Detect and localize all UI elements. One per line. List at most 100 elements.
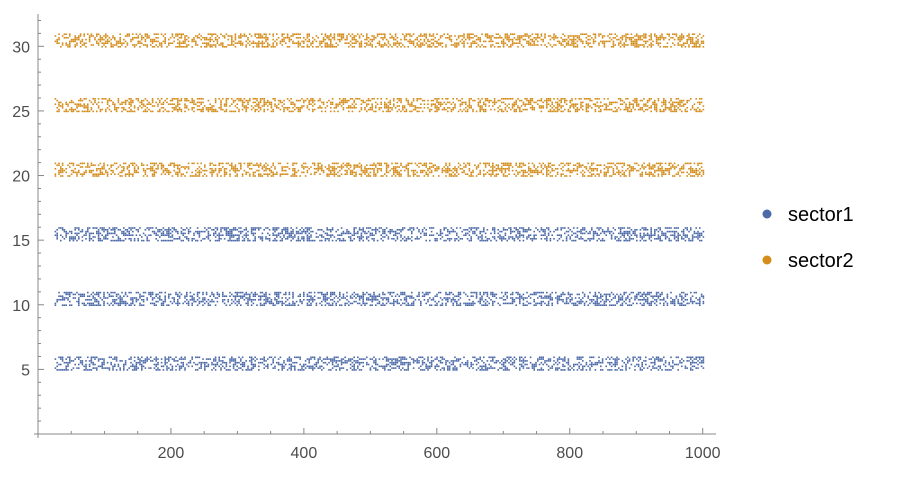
data-point <box>600 164 602 166</box>
data-point <box>529 168 532 170</box>
data-point <box>306 171 309 174</box>
data-point <box>339 239 341 242</box>
data-point <box>684 295 687 297</box>
data-point <box>231 293 233 296</box>
data-point <box>596 302 598 305</box>
data-point <box>515 291 517 294</box>
data-point <box>360 175 363 177</box>
data-point <box>328 297 330 299</box>
data-point <box>540 361 543 364</box>
data-point <box>627 361 629 364</box>
data-point <box>384 236 386 238</box>
data-point <box>394 168 397 170</box>
data-point <box>101 365 103 368</box>
data-point <box>61 295 64 297</box>
data-point <box>515 162 517 165</box>
data-point <box>448 173 451 175</box>
data-point <box>250 356 253 359</box>
data-point <box>454 360 456 362</box>
data-point <box>54 103 57 105</box>
data-point <box>700 360 703 362</box>
data-point <box>547 227 550 229</box>
data-point <box>353 234 355 236</box>
data-point <box>285 238 287 240</box>
data-point <box>286 162 289 165</box>
data-point <box>625 175 627 177</box>
data-point <box>601 358 604 360</box>
data-point <box>303 365 305 368</box>
data-point <box>400 291 402 294</box>
data-point <box>330 293 332 296</box>
data-point <box>493 236 496 238</box>
data-point <box>522 227 525 229</box>
data-point <box>294 365 296 368</box>
data-point <box>587 175 589 177</box>
data-point <box>337 162 339 165</box>
data-point <box>409 162 411 165</box>
data-point <box>672 230 674 233</box>
data-point <box>177 173 179 175</box>
data-point <box>436 363 438 366</box>
data-point <box>686 356 688 359</box>
data-point <box>351 297 354 299</box>
data-point <box>220 363 222 366</box>
data-point <box>162 232 165 235</box>
data-point <box>445 302 447 305</box>
data-point <box>483 239 485 242</box>
data-point <box>400 356 402 359</box>
data-point <box>675 295 678 297</box>
data-point <box>702 358 705 360</box>
data-point <box>522 230 525 233</box>
data-point <box>477 164 480 166</box>
data-point <box>556 295 559 297</box>
data-point <box>394 175 397 177</box>
data-point <box>423 234 426 236</box>
data-point <box>546 297 548 299</box>
data-point <box>681 295 683 297</box>
data-point <box>400 229 402 231</box>
data-point <box>448 162 451 165</box>
data-point <box>88 239 91 242</box>
data-point <box>695 358 697 360</box>
data-point <box>693 358 696 360</box>
data-point <box>265 293 267 296</box>
data-point <box>591 356 593 359</box>
data-point <box>281 230 283 233</box>
data-point <box>369 168 372 170</box>
data-point <box>247 299 249 301</box>
data-point <box>355 369 357 371</box>
data-point <box>650 168 652 170</box>
data-point <box>74 227 76 229</box>
data-point <box>385 166 388 168</box>
data-point <box>258 361 260 364</box>
data-point <box>574 363 577 366</box>
data-point <box>222 299 224 301</box>
data-point <box>416 238 418 240</box>
data-point <box>684 234 687 236</box>
data-point <box>162 239 165 242</box>
data-point <box>360 361 363 364</box>
data-point <box>150 295 152 297</box>
data-point <box>220 230 222 233</box>
data-point <box>180 356 183 359</box>
data-point <box>117 166 120 168</box>
data-point <box>90 356 93 359</box>
data-point <box>175 171 177 174</box>
data-point <box>403 302 406 305</box>
data-point <box>470 295 472 297</box>
data-point <box>191 356 193 359</box>
data-point <box>85 360 87 362</box>
data-point <box>612 304 615 306</box>
data-point <box>470 171 472 174</box>
data-point <box>537 169 539 172</box>
data-point <box>627 234 629 236</box>
data-point <box>398 166 400 168</box>
data-point <box>171 365 174 368</box>
data-point <box>425 166 427 168</box>
data-point <box>200 367 202 369</box>
data-point <box>114 230 116 233</box>
data-point <box>645 229 647 231</box>
data-point <box>94 175 96 177</box>
data-point <box>492 169 494 172</box>
data-point <box>702 169 705 172</box>
